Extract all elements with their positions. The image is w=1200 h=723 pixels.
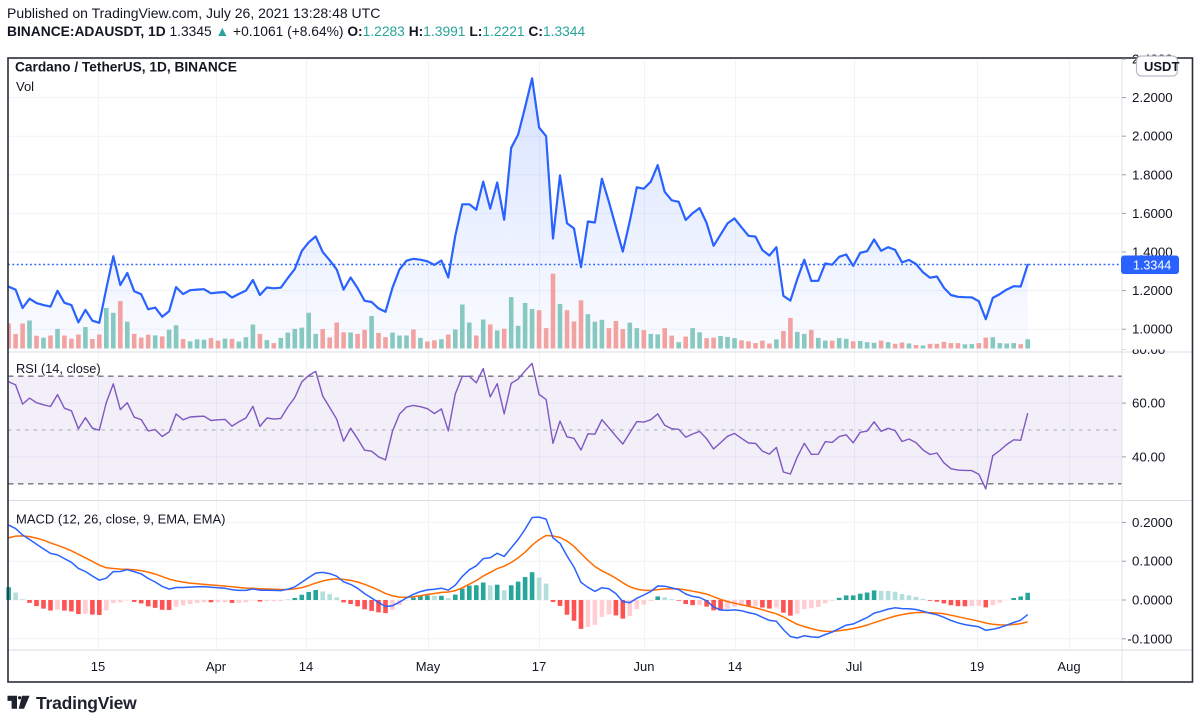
svg-text:14: 14 [728,659,742,674]
svg-text:15: 15 [91,659,105,674]
svg-text:MACD (12, 26, close, 9, EMA, E: MACD (12, 26, close, 9, EMA, EMA) [16,512,226,527]
svg-text:Apr: Apr [206,659,227,674]
svg-text:Vol: Vol [16,79,34,94]
svg-text:Cardano / TetherUS, 1D, BINANC: Cardano / TetherUS, 1D, BINANCE [15,60,237,75]
svg-text:1.0000: 1.0000 [1132,322,1173,337]
svg-text:19: 19 [970,659,984,674]
svg-text:17: 17 [532,659,546,674]
svg-text:80.00: 80.00 [1132,342,1165,357]
svg-text:-0.1000: -0.1000 [1127,631,1172,646]
svg-text:Jun: Jun [634,659,655,674]
svg-text:0.2000: 0.2000 [1132,515,1173,530]
svg-text:1.6000: 1.6000 [1132,206,1173,221]
svg-text:USDT: USDT [1144,59,1179,74]
svg-text:1.8000: 1.8000 [1132,167,1173,182]
svg-text:2.0000: 2.0000 [1132,129,1173,144]
svg-text:2.2000: 2.2000 [1132,90,1173,105]
svg-text:0.1000: 0.1000 [1132,554,1173,569]
svg-text:TradingView: TradingView [36,693,137,713]
svg-text:Jul: Jul [846,659,863,674]
svg-text:40.00: 40.00 [1132,449,1165,464]
svg-text:0.0000: 0.0000 [1132,593,1173,608]
svg-text:1.3344: 1.3344 [1133,259,1171,273]
svg-text:RSI (14, close): RSI (14, close) [16,361,101,376]
svg-text:14: 14 [299,659,313,674]
svg-text:1.2000: 1.2000 [1132,283,1173,298]
svg-text:60.00: 60.00 [1132,396,1165,411]
svg-text:Aug: Aug [1057,659,1080,674]
svg-text:May: May [416,659,441,674]
